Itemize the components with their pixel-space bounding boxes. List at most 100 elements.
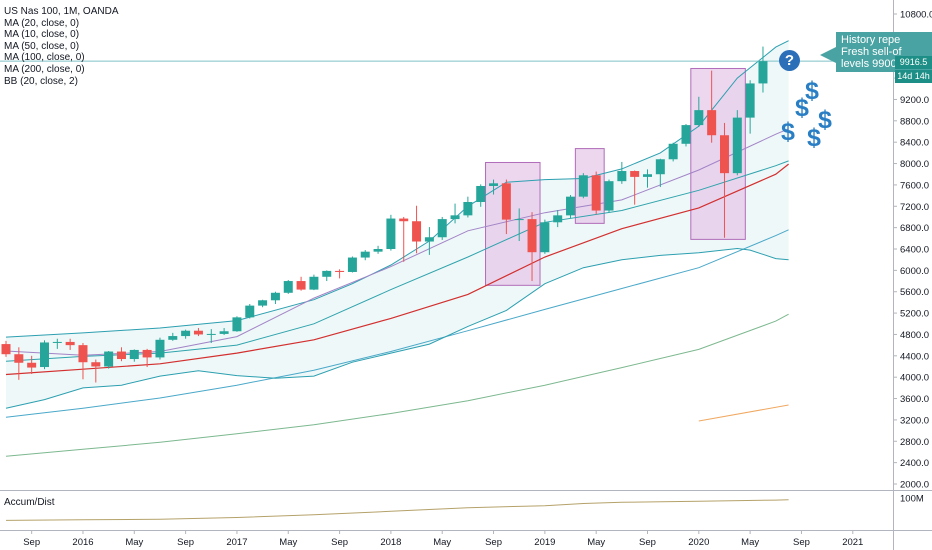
candle-body [566,196,576,216]
candle-body [335,270,345,272]
y-tick-label: 8800.0 [900,116,929,127]
candle-body [745,83,755,118]
candle-body [232,317,242,332]
y-tick-label: 6800.0 [900,223,929,234]
candle-body [655,159,665,175]
candle-body [258,300,268,306]
candle-body [14,354,24,363]
y-tick-label: 2000.0 [900,480,929,491]
y-tick-label: 4400.0 [900,351,929,362]
annotation-line: History repe [841,34,901,46]
candle-body [181,330,191,337]
y-tick-label: 6400.0 [900,245,929,256]
candle-body [104,351,114,367]
dollar-sign-icon: $ [818,106,832,134]
candle-body [527,219,537,253]
x-tick-label: 2016 [72,537,93,548]
x-tick-label: Sep [639,537,656,548]
candle-body [719,135,729,174]
candle-body [591,175,601,211]
candle-body [283,281,293,293]
accum-dist-pane: 100M [5,493,924,521]
x-tick-label: 2018 [380,537,401,548]
candle-body [501,183,511,220]
candle-body [540,222,550,253]
y-tick-label: 4000.0 [900,373,929,384]
y-tick-label: 2400.0 [900,458,929,469]
candle-body [142,349,152,358]
candle-body [732,117,742,174]
candle-body [476,185,486,202]
y-tick-label: 3600.0 [900,394,929,405]
bollinger-fill [6,40,789,409]
candle-body [373,249,383,252]
last-price-badge: 9916.5 [895,56,932,69]
candle-body [347,257,357,272]
legend-bb[interactable]: BB (20, close, 2) [4,75,78,87]
legend-ma50[interactable]: MA (50, close, 0) [4,40,80,52]
candle-body [116,351,126,360]
candle-body [489,183,499,186]
ma-orange-line [698,404,789,422]
annotation-line: levels 9900 [841,58,897,70]
legend-symbol[interactable]: US Nas 100, 1M, OANDA [4,6,119,17]
candle-body [707,110,717,136]
candle-body [514,219,524,221]
candle-body [270,292,280,301]
y-tick-label: 8000.0 [900,159,929,170]
candle-body [668,143,678,160]
candle-body [65,341,75,346]
candle-body [52,341,62,343]
candle-body [399,218,409,222]
annotation-line: Fresh sell-of [841,46,902,58]
x-tick-label: Sep [23,537,40,548]
y-tick-label: 3200.0 [900,415,929,426]
ma200-line [5,313,789,457]
x-tick-label: May [433,537,451,548]
dollar-sign-icon: $ [807,124,821,152]
candle-body [296,281,306,290]
chart-legend: US Nas 100, 1M, OANDA MA (20, close, 0) … [4,6,118,87]
y-tick-label: 10800.0 [900,10,932,21]
dollar-sign-icon: $ [781,118,795,146]
highlight-boxes [485,67,746,286]
accum-dist-line [5,499,789,521]
candle-body [412,221,422,242]
indicator-title[interactable]: Accum/Dist [4,497,55,508]
candle-body [630,171,640,177]
candle-body [758,61,768,84]
bar-countdown-badge: 14d 14h [895,70,932,83]
candle-body [27,362,37,368]
x-tick-label: May [279,537,297,548]
y-tick-label: 4800.0 [900,330,929,341]
legend-ma100[interactable]: MA (100, close, 0) [4,52,85,64]
y-tick-label: 7600.0 [900,180,929,191]
x-tick-label: May [125,537,143,548]
y-tick-label: 5200.0 [900,309,929,320]
candle-body [360,251,370,258]
candle-body [193,330,203,335]
legend-ma10[interactable]: MA (10, close, 0) [4,29,80,41]
ma100-line [5,229,789,418]
candle-body [39,342,49,368]
accum-tick-label: 100M [900,493,924,504]
candle-body [450,215,460,220]
candle-body [437,219,447,238]
y-tick-label: 2800.0 [900,437,929,448]
dollar-sign-icon: $ [805,77,819,105]
y-tick-label: 6000.0 [900,266,929,277]
x-tick-label: 2019 [534,537,555,548]
legend-ma200[interactable]: MA (200, close, 0) [4,63,85,75]
candle-body [553,215,563,223]
x-tick-label: Sep [485,537,502,548]
x-tick-label: 2020 [688,537,709,548]
candle-body [155,339,165,358]
legend-ma20[interactable]: MA (20, close, 0) [4,17,80,29]
question-mark-icon[interactable]: ? [779,50,800,71]
candle-body [322,270,332,277]
candle-body [245,305,255,318]
candles [1,46,768,383]
candle-body [309,276,319,290]
candle-body [424,237,434,242]
